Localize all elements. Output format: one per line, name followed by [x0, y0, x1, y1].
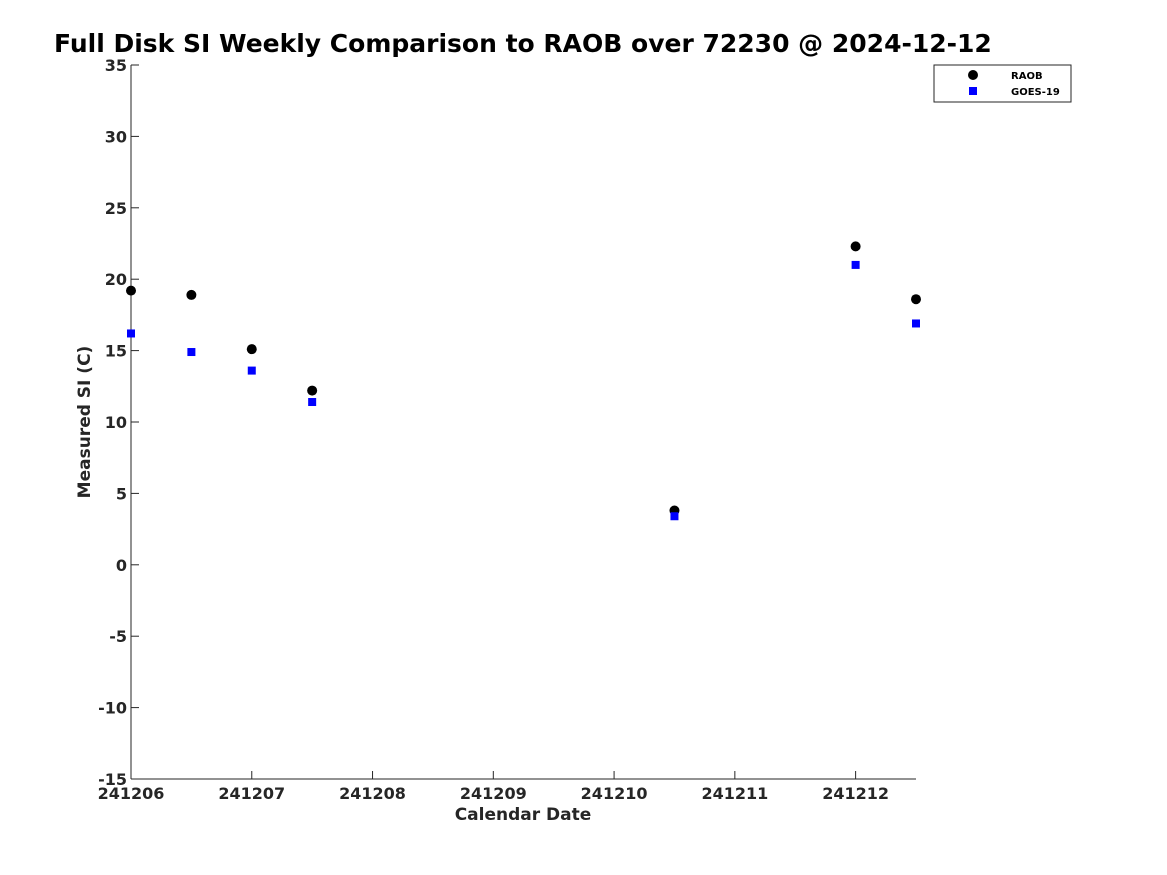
y-tick-label: 30 [105, 127, 127, 146]
raob-point [307, 385, 318, 396]
goes-19-point [247, 366, 256, 375]
goes-19-point [187, 348, 196, 357]
goes-19-point [851, 260, 860, 269]
legend-box [933, 64, 1072, 103]
x-tick-label: 241212 [822, 784, 889, 803]
y-tick-label: -5 [109, 627, 127, 646]
x-tick-label: 241206 [98, 784, 165, 803]
y-tick-label: -10 [98, 699, 127, 718]
x-axis-label: Calendar Date [455, 805, 592, 825]
raob-point [186, 289, 197, 300]
goes-19-point [670, 512, 679, 521]
legend-label: GOES-19 [1011, 87, 1060, 98]
goes-19-point [127, 329, 135, 338]
goes-19-point [912, 319, 920, 328]
y-tick-label: 20 [105, 270, 127, 289]
legend: RAOB GOES-19 [933, 64, 1072, 103]
y-tick-label: -15 [98, 770, 127, 789]
raob-point [126, 285, 136, 296]
chart-title: Full Disk SI Weekly Comparison to RAOB o… [54, 29, 992, 58]
x-tick-label: 241209 [460, 784, 527, 803]
goes-19-point [308, 398, 317, 407]
y-tick-label: 25 [105, 199, 127, 218]
raob-point [246, 344, 257, 355]
x-tick-label: 241211 [701, 784, 768, 803]
raob-point [850, 241, 861, 252]
x-tick-label: 241210 [581, 784, 648, 803]
y-tick-label: 0 [116, 556, 127, 575]
legend-marker-raob [968, 70, 978, 80]
y-tick-label: 5 [116, 484, 127, 503]
legend-marker-goes-19 [969, 87, 977, 95]
y-tick-label: 10 [105, 413, 127, 432]
y-tick-label: 35 [105, 56, 127, 75]
y-axis-label: Measured SI (C) [75, 346, 95, 499]
y-tick-label: 15 [105, 342, 127, 361]
legend-label: RAOB [1011, 71, 1043, 82]
x-tick-label: 241207 [218, 784, 285, 803]
raob-point [911, 294, 921, 305]
x-tick-label: 241208 [339, 784, 406, 803]
